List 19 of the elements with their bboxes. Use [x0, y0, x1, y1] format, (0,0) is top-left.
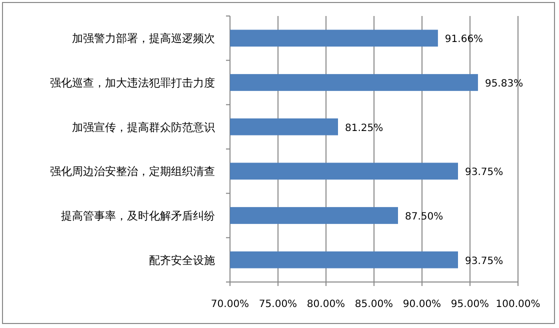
x-tick-label: 95.00% [450, 299, 490, 310]
data-label: 87.50% [405, 212, 444, 222]
y-tick-label: 配齐安全设施 [149, 254, 215, 267]
x-tick-label: 75.00% [258, 299, 298, 310]
data-label: 91.66% [444, 34, 484, 46]
y-tick-label: 加强宣传，提高群众防范意识 [72, 120, 215, 134]
x-tick-label: 80.00% [306, 299, 346, 310]
x-tick-label: 90.00% [402, 299, 442, 310]
data-label: 93.75% [465, 256, 504, 267]
data-label: 81.25% [345, 122, 384, 134]
data-label: 93.75% [465, 167, 504, 178]
x-tick-label: 100.00% [496, 299, 540, 310]
x-tick-label: 85.00% [354, 299, 394, 310]
data-label: 95.83% [484, 78, 524, 90]
x-tick-label: 70.00% [210, 299, 250, 310]
y-tick-label: 加强警力部署，提高巡逻频次 [72, 32, 215, 46]
y-tick-label: 强化周边治安整治，定期组织清查 [50, 165, 215, 178]
y-tick-label: 提高管事率，及时化解矛盾纠纷 [61, 210, 215, 222]
y-tick-label: 强化巡查，加大违法犯罪打击力度 [50, 76, 215, 90]
